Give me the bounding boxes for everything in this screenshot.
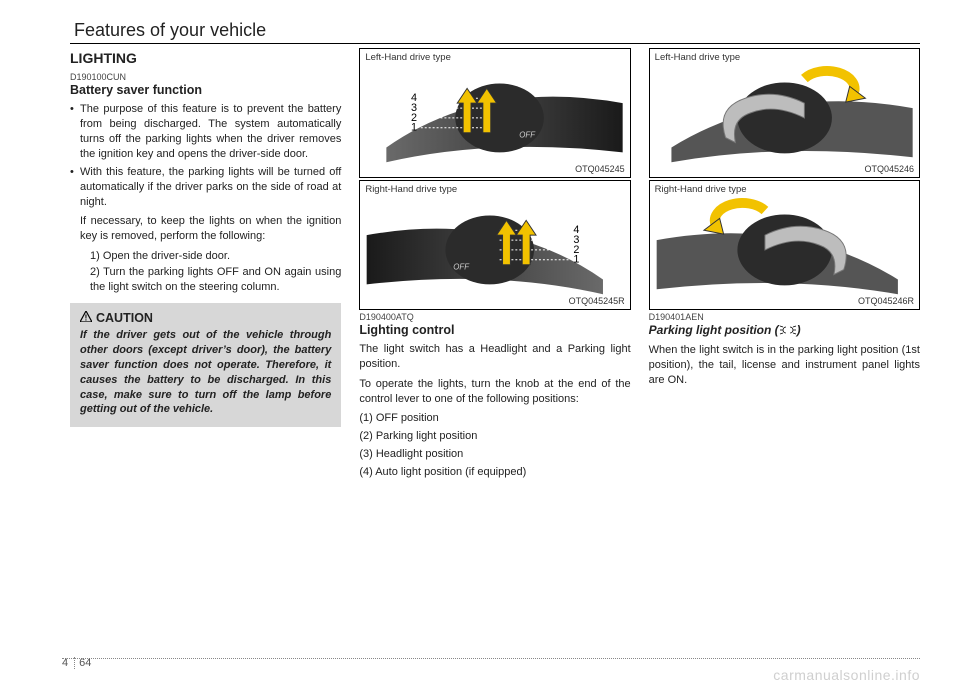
subhead-2: Lighting control xyxy=(359,323,630,337)
watermark: carmanualsonline.info xyxy=(773,667,920,683)
subhead-3-suffix: ) xyxy=(797,323,801,337)
pos-4: (4) Auto light position (if equipped) xyxy=(359,465,630,481)
figure-svg xyxy=(650,181,919,309)
para-3: When the light switch is in the parking … xyxy=(649,343,920,388)
para-2b: To operate the lights, turn the knob at … xyxy=(359,377,630,407)
figure-svg: 4 3 2 1 OFF xyxy=(360,181,629,309)
figure-svg: 4 3 2 1 OFF xyxy=(360,49,629,177)
svg-text:OFF: OFF xyxy=(454,263,471,272)
pos-2: (2) Parking light position xyxy=(359,429,630,445)
pos-3: (3) Headlight position xyxy=(359,447,630,463)
col-2: Left-Hand drive type OTQ045245 4 3 xyxy=(359,48,630,483)
col-3: Left-Hand drive type OTQ045246 Right-Han… xyxy=(649,48,920,483)
bullet-text: With this feature, the parking lights wi… xyxy=(80,166,341,208)
figure-svg xyxy=(650,49,919,177)
code-2: D190400ATQ xyxy=(359,312,630,322)
figure-rh-1: Right-Hand drive type OTQ045245R 4 xyxy=(359,180,630,310)
parking-light-icon xyxy=(779,324,797,338)
bullet-item: With this feature, the parking lights wi… xyxy=(70,165,341,295)
bullet-followup: If necessary, to keep the lights on when… xyxy=(80,214,341,244)
top-rule xyxy=(70,43,920,44)
page-number: 64 xyxy=(79,657,91,669)
svg-text:1: 1 xyxy=(574,254,580,266)
page-footer: 4 64 xyxy=(62,657,91,669)
bottom-rule xyxy=(62,658,920,659)
caution-text: If the driver gets out of the vehicle th… xyxy=(80,328,331,417)
figure-lh-2: Left-Hand drive type OTQ045246 xyxy=(649,48,920,178)
svg-text:OFF: OFF xyxy=(520,131,537,140)
step-1: 1) Open the driver-side door. xyxy=(80,249,341,264)
bullet-list-1: The purpose of this feature is to preven… xyxy=(70,102,341,295)
col-1: LIGHTING D190100CUN Battery saver functi… xyxy=(70,48,341,483)
caution-title: ! CAUTION xyxy=(80,311,331,325)
content-columns: LIGHTING D190100CUN Battery saver functi… xyxy=(70,48,920,483)
caution-title-text: CAUTION xyxy=(96,311,153,325)
figure-rh-2: Right-Hand drive type OTQ045246R xyxy=(649,180,920,310)
pos-1: (1) OFF position xyxy=(359,411,630,427)
svg-text:!: ! xyxy=(85,314,88,323)
svg-text:1: 1 xyxy=(411,122,417,134)
para-2a: The light switch has a Headlight and a P… xyxy=(359,342,630,372)
chapter-title: Features of your vehicle xyxy=(70,20,920,41)
section-heading: LIGHTING xyxy=(70,50,341,66)
subhead-1: Battery saver function xyxy=(70,83,341,97)
caution-box: ! CAUTION If the driver gets out of the … xyxy=(70,303,341,427)
subhead-3-prefix: Parking light position ( xyxy=(649,323,779,337)
bullet-item: The purpose of this feature is to preven… xyxy=(70,102,341,161)
figure-lh-1: Left-Hand drive type OTQ045245 4 3 xyxy=(359,48,630,178)
code-3: D190401AEN xyxy=(649,312,920,322)
code-1: D190100CUN xyxy=(70,72,341,82)
chapter-number: 4 xyxy=(62,657,75,669)
warning-icon: ! xyxy=(80,311,92,325)
step-2: 2) Turn the parking lights OFF and ON ag… xyxy=(80,265,341,295)
subhead-3: Parking light position () xyxy=(649,323,920,338)
